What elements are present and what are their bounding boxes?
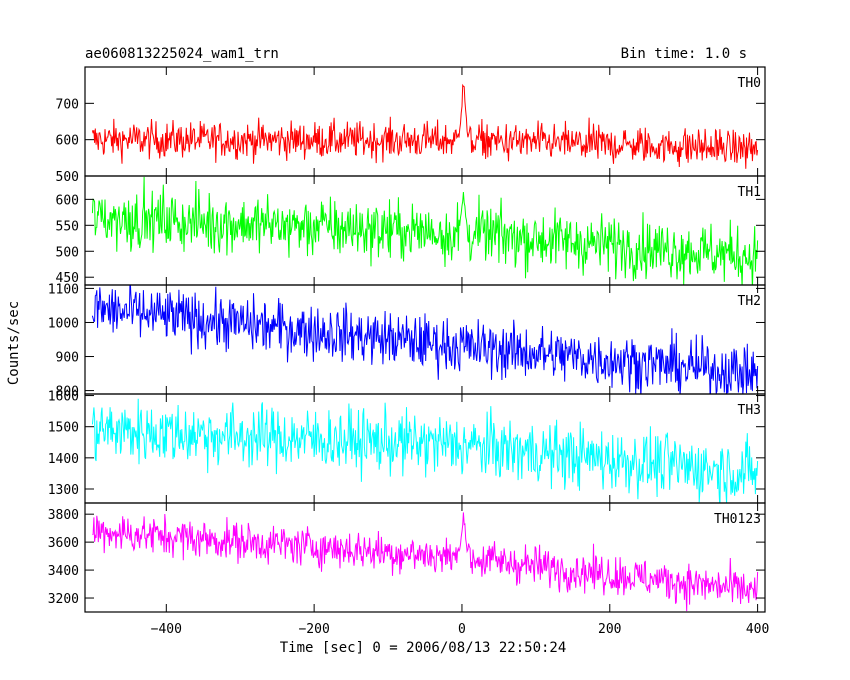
y-tick-label: 550	[56, 219, 79, 234]
y-tick-label: 600	[56, 193, 79, 208]
y-tick-label: 700	[56, 97, 79, 112]
panel-th2: 800 900 1000 1100 TH2	[48, 282, 766, 400]
panel-label: TH3	[738, 403, 761, 418]
y-tick-label: 3800	[48, 508, 79, 523]
x-tick-label: 400	[746, 622, 769, 637]
panel-th0: 500 600 700 TH0	[56, 66, 766, 185]
x-tick-label: −200	[298, 622, 329, 637]
x-tick-label: 200	[598, 622, 621, 637]
panel-label: TH0123	[714, 512, 761, 527]
y-tick-label: 900	[56, 351, 79, 366]
y-tick-label: 1000	[48, 316, 79, 331]
y-tick-label: 500	[56, 245, 79, 260]
panel-th3: 1300 1400 1500 1600 TH3	[48, 390, 766, 504]
y-axis-label: Counts/sec	[6, 300, 22, 386]
x-axis-label: Time [sec] 0 = 2006/08/13 22:50:24	[279, 640, 567, 656]
y-tick-label: 1100	[48, 282, 79, 297]
panel-th1: 450 500 550 600 TH1	[56, 175, 766, 286]
panel-th0123: 3200 3400 3600 3800 TH0123	[48, 502, 766, 613]
y-tick-label: 600	[56, 134, 79, 149]
y-tick-label: 3600	[48, 536, 79, 551]
series-line-th2	[91, 285, 759, 394]
y-tick-label: 800	[56, 385, 79, 400]
y-tick-label: 3400	[48, 564, 79, 579]
series-line-th0123	[92, 512, 759, 612]
panel-frame	[84, 502, 766, 613]
y-tick-label: 450	[56, 271, 79, 286]
y-tick-label: 1400	[48, 452, 79, 467]
x-tick-label: −400	[151, 622, 182, 637]
series-line-th0	[91, 83, 759, 169]
panel-label: TH1	[738, 185, 761, 200]
panel-label: TH0	[738, 76, 761, 91]
y-tick-label: 1300	[48, 483, 79, 498]
x-tick-label: 0	[458, 622, 466, 637]
y-tick-label: 1500	[48, 421, 79, 436]
y-tick-label: 3200	[48, 592, 79, 607]
y-tick-label: 500	[56, 170, 79, 185]
series-line-th3	[91, 398, 759, 503]
chart-title-left: ae060813225024_wam1_trn	[85, 46, 279, 62]
panel-frame	[84, 66, 766, 177]
panel-label: TH2	[738, 294, 761, 309]
y-tick-label: 1600	[48, 390, 79, 405]
chart-title-right: Bin time: 1.0 s	[620, 46, 747, 62]
series-line-th1	[91, 176, 759, 285]
